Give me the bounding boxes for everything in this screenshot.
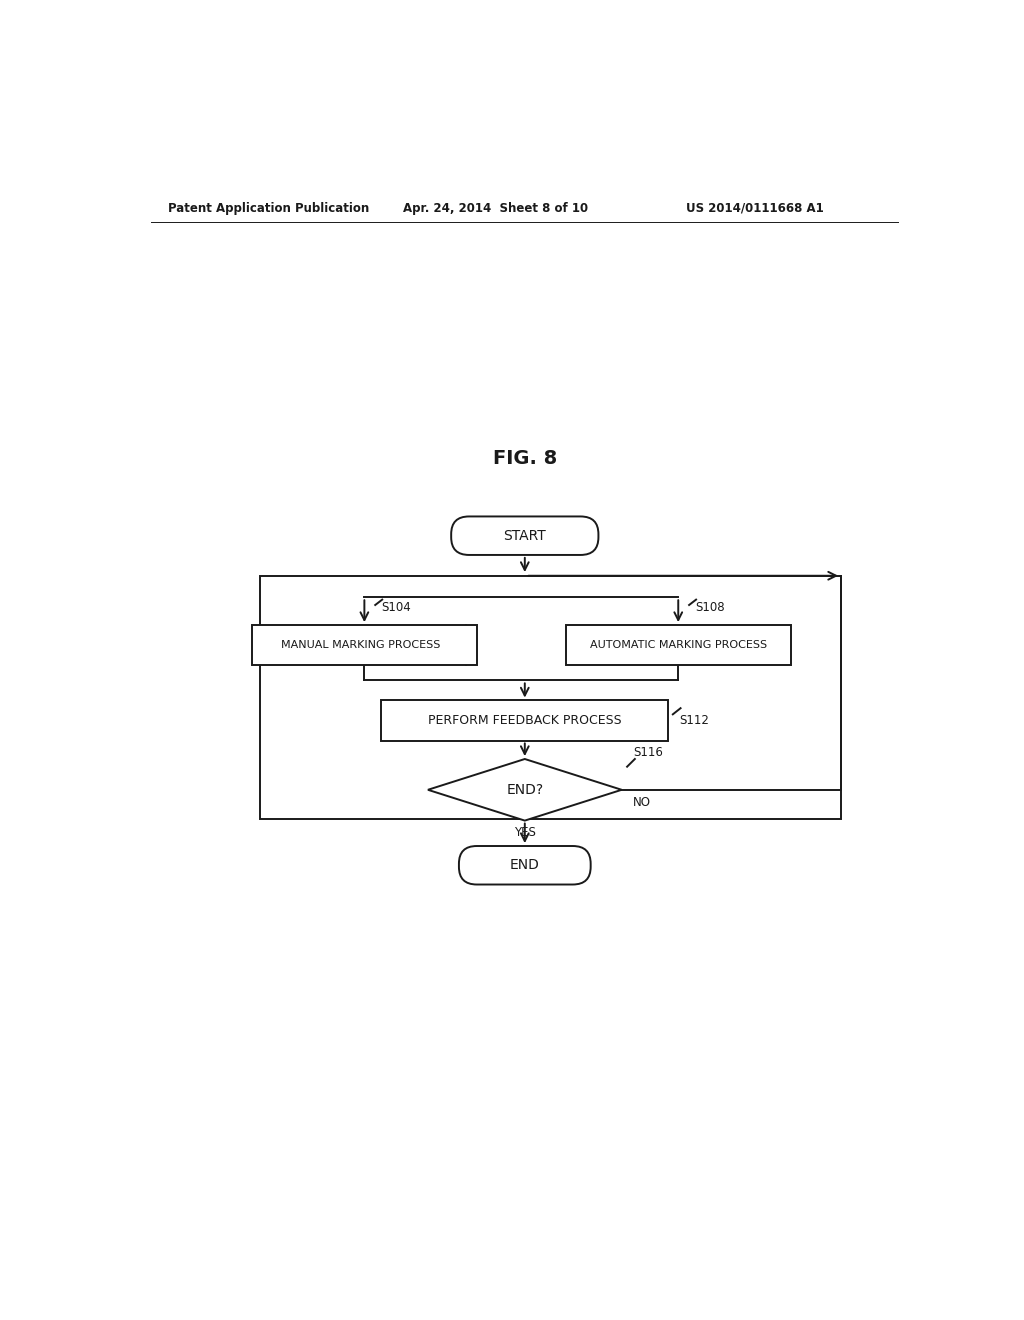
Bar bbox=[566, 626, 791, 665]
Bar bbox=[260, 576, 841, 818]
Text: AUTOMATIC MARKING PROCESS: AUTOMATIC MARKING PROCESS bbox=[590, 640, 767, 649]
Text: START: START bbox=[504, 529, 546, 543]
Text: NO: NO bbox=[633, 796, 650, 809]
Text: Patent Application Publication: Patent Application Publication bbox=[168, 202, 370, 215]
Text: END?: END? bbox=[506, 783, 544, 797]
FancyBboxPatch shape bbox=[459, 846, 591, 884]
Text: PERFORM FEEDBACK PROCESS: PERFORM FEEDBACK PROCESS bbox=[428, 714, 622, 727]
FancyBboxPatch shape bbox=[452, 516, 598, 554]
Bar bbox=[252, 626, 477, 665]
Text: MANUAL MARKING PROCESS: MANUAL MARKING PROCESS bbox=[281, 640, 440, 649]
Text: Apr. 24, 2014  Sheet 8 of 10: Apr. 24, 2014 Sheet 8 of 10 bbox=[403, 202, 588, 215]
Bar bbox=[381, 701, 669, 741]
Text: S104: S104 bbox=[381, 601, 412, 614]
Text: S112: S112 bbox=[679, 714, 709, 727]
Text: END: END bbox=[510, 858, 540, 873]
Polygon shape bbox=[428, 759, 622, 821]
Text: US 2014/0111668 A1: US 2014/0111668 A1 bbox=[686, 202, 823, 215]
Text: S116: S116 bbox=[633, 746, 664, 759]
Text: FIG. 8: FIG. 8 bbox=[493, 449, 557, 469]
Text: S108: S108 bbox=[695, 601, 725, 614]
Text: YES: YES bbox=[514, 826, 536, 840]
